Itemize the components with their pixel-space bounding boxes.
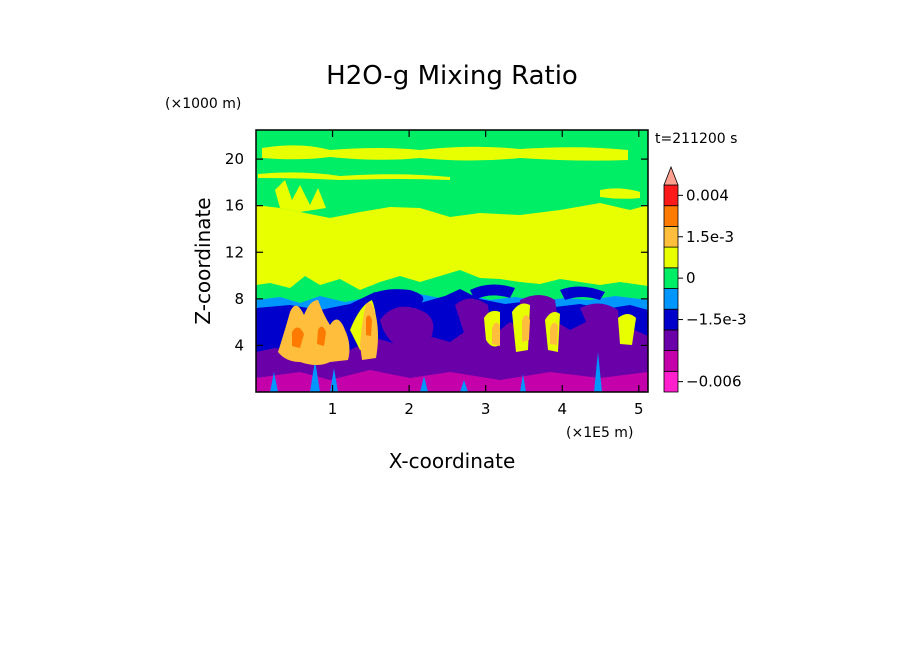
x-axis-ticks: 1 2 3 4 5 (328, 130, 644, 418)
colorbar-swatch (663, 246, 679, 269)
plume-hot-spot-2 (317, 326, 326, 346)
y-axis-label: Z-coordinate (191, 197, 215, 324)
x-tick-label: 1 (328, 400, 338, 418)
yellow-intrusion-5 (618, 314, 636, 345)
colorbar: 0.004 1.5e-3 0 −1.5e-3 −0.006 (663, 165, 747, 393)
x-tick-label: 5 (634, 400, 644, 418)
plume-core-small-2 (522, 315, 530, 342)
contour-field (256, 130, 648, 392)
y-unit-label: (×1000 m) (165, 96, 241, 112)
x-tick-label: 4 (557, 400, 567, 418)
purple-swirl-4 (580, 303, 620, 342)
y-tick-label: 12 (225, 243, 244, 261)
blue-swirl-2 (470, 284, 515, 300)
colorbar-swatch (663, 267, 679, 289)
blue-swirl-3 (560, 286, 605, 300)
y-tick-label: 16 (225, 197, 244, 215)
colorbar-swatch (663, 370, 679, 393)
region-upper-streak-3 (275, 180, 326, 212)
region-upper-streak-4 (600, 188, 640, 199)
plot-frame (255, 129, 649, 393)
region-upper-streak-1 (262, 145, 628, 161)
plume-core-small-3 (550, 322, 558, 345)
colorbar-label: 0 (686, 269, 696, 287)
bottom-streaks (256, 370, 648, 392)
colorbar-label: −1.5e-3 (686, 311, 747, 329)
region-upper-streak-2 (258, 172, 450, 180)
plume-hot-spot-3 (366, 315, 372, 336)
purple-swirl-1 (380, 306, 434, 350)
y-tick-label: 20 (225, 150, 244, 168)
colorbar-swatch (663, 184, 679, 207)
colorbar-swatch (663, 225, 679, 248)
y-axis-ticks: 4 8 12 16 20 (225, 150, 648, 354)
colorbar-swatch (663, 205, 679, 227)
chart-title: H2O-g Mixing Ratio (326, 61, 578, 91)
plume-hot-spot-1 (292, 327, 304, 348)
plume-core-main (278, 300, 350, 365)
colorbar-swatch (663, 288, 679, 310)
plume-core-small-1 (492, 322, 500, 346)
colorbar-label: −0.006 (686, 373, 742, 391)
colorbar-overflow-arrow (663, 165, 679, 186)
y-tick-label: 4 (234, 336, 244, 354)
colorbar-label: 0.004 (686, 186, 729, 204)
x-tick-label: 3 (481, 400, 491, 418)
colorbar-swatch (663, 308, 679, 331)
colorbar-swatch (663, 350, 679, 372)
colorbar-swatch (663, 329, 679, 351)
x-tick-label: 2 (404, 400, 414, 418)
colorbar-label: 1.5e-3 (686, 228, 734, 246)
blue-swirl-1 (360, 289, 424, 310)
purple-swirl-2 (455, 298, 492, 345)
y-tick-label: 8 (234, 290, 244, 308)
time-label: t=211200 s (655, 131, 737, 147)
x-axis-label: X-coordinate (389, 449, 516, 473)
x-unit-label: (×1E5 m) (566, 425, 633, 441)
